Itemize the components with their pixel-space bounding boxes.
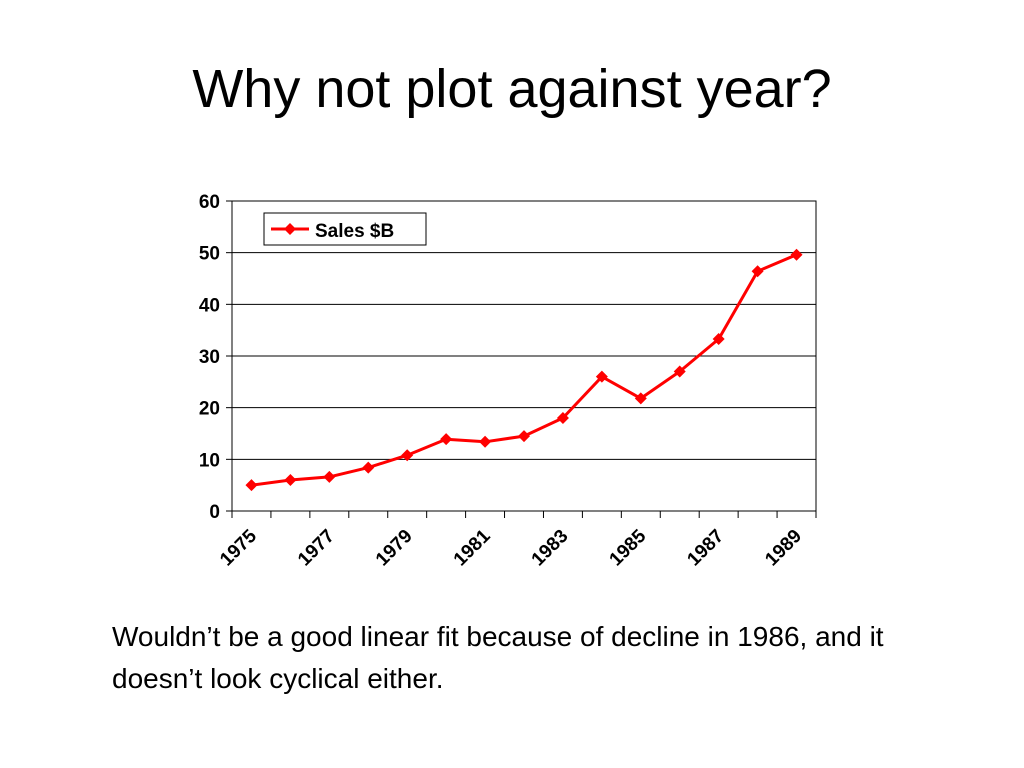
x-tick-label: 1989 — [761, 526, 806, 571]
y-tick-label: 40 — [199, 295, 220, 316]
data-point — [284, 474, 297, 486]
data-point — [556, 412, 569, 424]
sales-line-chart: 0 10 20 30 40 50 60 1975 1977 1979 1981 1983 1985 198… — [199, 192, 817, 571]
legend: Sales $B — [263, 212, 427, 246]
data-point — [790, 248, 803, 261]
x-tick-label: 1979 — [372, 526, 417, 571]
data-point — [634, 392, 647, 405]
y-tick-label: 10 — [199, 450, 220, 471]
y-tick-label: 20 — [199, 399, 220, 420]
slide-caption: Wouldn’t be a good linear fit because of… — [112, 621, 884, 694]
x-tick-label: 1987 — [683, 526, 728, 571]
y-tick-label: 60 — [199, 192, 220, 213]
x-tick-label: 1975 — [216, 525, 261, 570]
slide-title: Why not plot against year? — [192, 59, 832, 119]
data-point — [245, 479, 258, 492]
data-point — [518, 430, 530, 443]
y-tick-label: 0 — [209, 502, 220, 523]
data-point — [673, 365, 686, 378]
data-point — [595, 370, 608, 383]
x-tick-label: 1983 — [528, 526, 573, 571]
data-point — [362, 461, 375, 474]
y-tick-label: 30 — [199, 347, 220, 368]
data-point — [712, 332, 725, 345]
data-point — [401, 449, 414, 462]
plot-area — [231, 200, 817, 512]
y-tick-label: 50 — [199, 244, 220, 265]
legend-marker — [284, 223, 296, 235]
x-tick-label: 1985 — [606, 525, 651, 570]
x-tick-label: 1977 — [294, 526, 339, 571]
data-point — [751, 265, 764, 278]
data-point — [323, 470, 336, 483]
data-point — [440, 433, 453, 446]
x-tick-label: 1981 — [450, 525, 495, 570]
data-point — [479, 435, 492, 448]
series-line — [251, 253, 798, 487]
legend-label: Sales $B — [315, 221, 394, 242]
